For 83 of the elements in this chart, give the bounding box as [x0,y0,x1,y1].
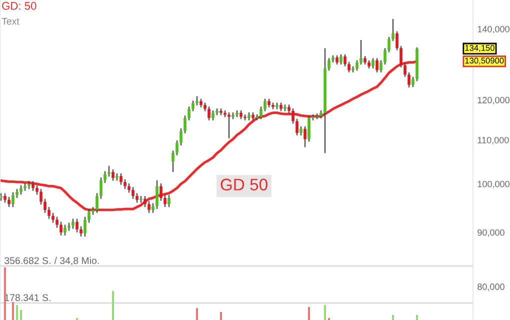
series-label: GD 50 [220,178,268,190]
y-tick-label: 120,000 [478,96,510,104]
candlestick [120,172,122,186]
candlestick [108,165,110,178]
candlestick [44,198,46,214]
candlestick [376,58,378,73]
candlestick [400,46,402,68]
y-tick-label: 140,000 [478,26,510,34]
candlestick [168,194,170,208]
y2-tick-label: 356.682 S. [4,257,50,264]
candlestick [20,184,22,196]
candlestick [348,61,350,73]
candlestick [300,126,302,136]
candlestick [128,182,130,194]
text: 134,150 [465,44,494,52]
candlestick [156,180,158,210]
candlestick [296,118,298,136]
candlestick [260,106,262,120]
y-tick-label: 110,000 [478,136,509,144]
candlestick [144,195,146,208]
candlestick [196,96,198,106]
candlestick [32,180,34,192]
candlestick [304,126,306,148]
annotation: / 34,8 Mio. [54,256,99,266]
candlestick [292,108,294,124]
candlestick [4,192,6,204]
candlestick [80,226,82,238]
candlestick [132,186,134,200]
candlestick [104,170,106,184]
candlestick [56,216,58,228]
candlestick [84,216,86,238]
y-tick-label: 80,000 [478,284,504,292]
annotation: GD: 50 [2,2,36,10]
candlestick [308,115,310,142]
candlestick [152,202,154,214]
candlestick [404,62,406,78]
candlestick [96,192,98,214]
candlestick [100,176,102,200]
annotation: Text [2,18,20,25]
candlestick [384,48,386,66]
candlestick [356,60,358,72]
candlestick [388,36,390,53]
candlestick [124,178,126,190]
y-tick-label: 90,000 [478,229,504,237]
y2-tick-label: 178.341 S. [4,294,50,302]
candlestick [36,184,38,196]
candlestick [180,128,182,146]
candlestick [8,196,10,208]
candlestick [336,54,338,66]
candlestick [412,76,414,88]
candlestick [184,115,186,134]
candlestick [408,72,410,88]
candlestick [344,54,346,67]
candlestick [372,58,374,69]
candlestick [148,200,150,214]
candlestick [328,58,330,72]
candlestick [12,192,14,208]
text: 130,50900 [465,58,504,65]
candlestick [48,206,50,220]
candlestick [40,188,42,206]
candlestick [192,100,194,112]
candlestick [172,150,174,173]
candlestick [212,110,214,121]
candlestick [136,192,138,204]
candlestick [396,30,398,51]
candlestick [88,208,90,224]
candlestick [72,218,74,230]
candlestick [60,221,62,236]
candlestick [164,194,166,208]
candlestick [160,182,162,202]
candlestick [52,212,54,224]
candlestick [64,224,66,236]
candlestick [264,98,266,112]
candlestick [76,218,78,233]
candlestick [392,18,394,42]
candlestick [188,106,190,121]
candlestick [176,140,178,156]
candlestick [340,54,342,66]
candlestick [380,60,382,73]
candlestick [208,106,210,121]
candlestick [112,168,114,182]
y-tick-label: 100,000 [478,180,510,188]
candlestick [360,39,362,66]
